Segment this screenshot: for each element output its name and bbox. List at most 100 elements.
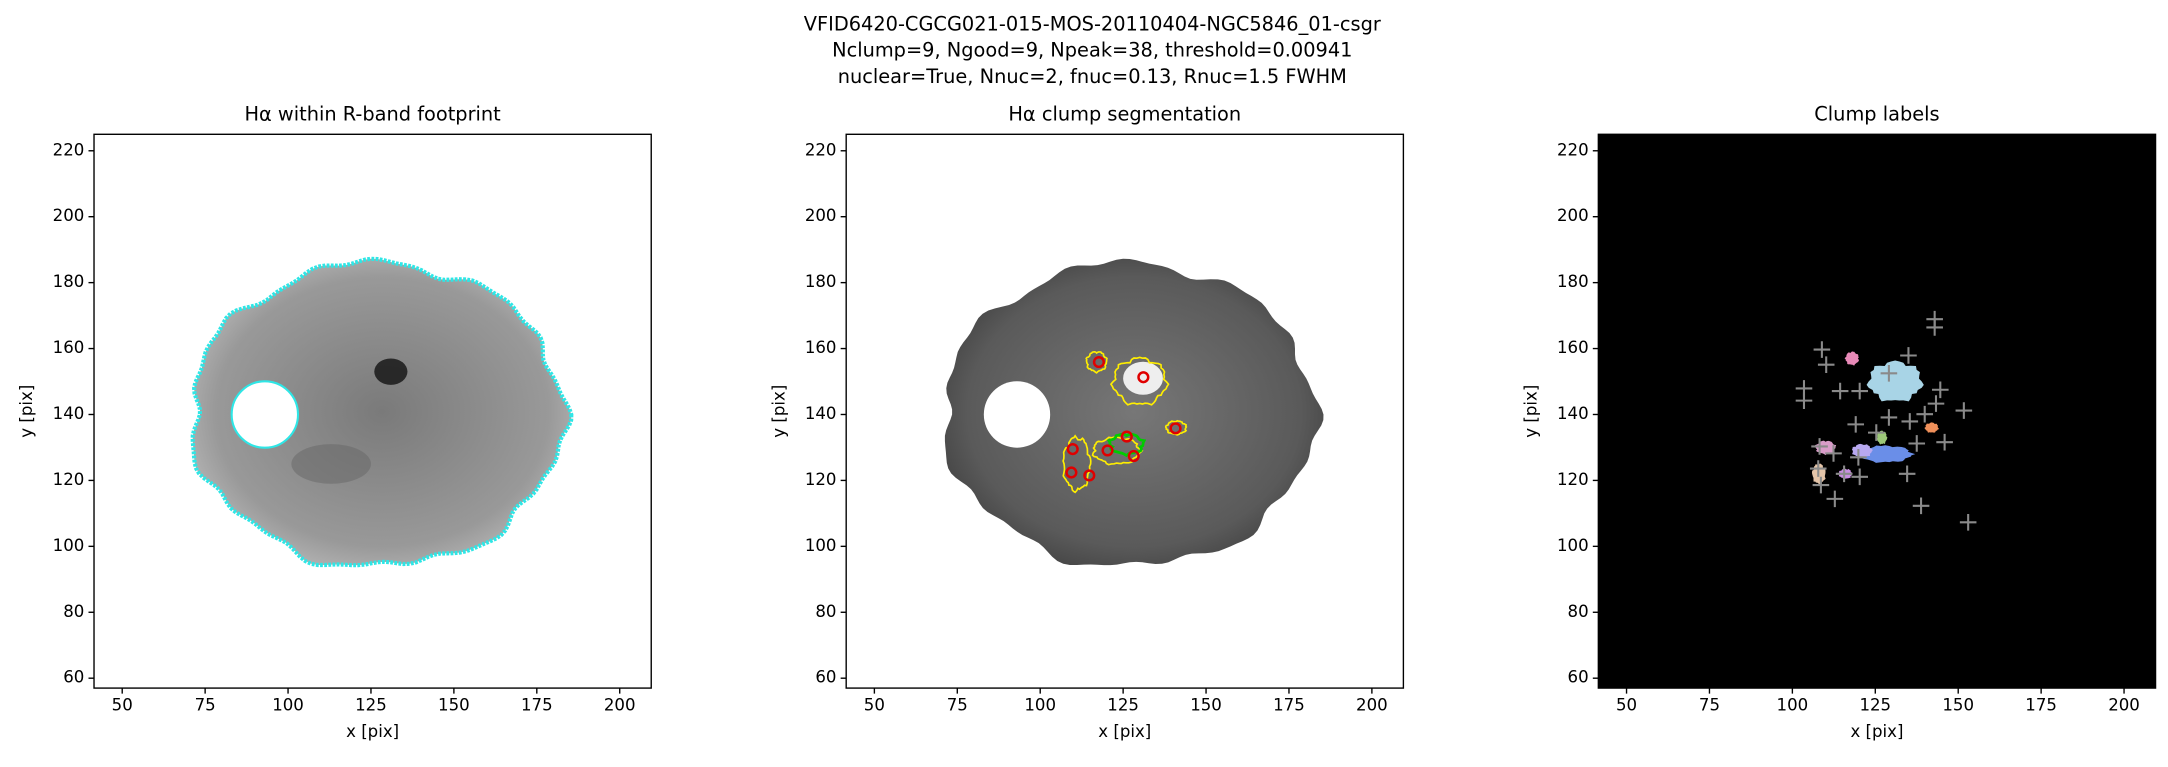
peak-marker: [1851, 468, 1869, 486]
x-tick-label: 150: [1190, 696, 1222, 715]
peak-marker: [1932, 381, 1949, 399]
y-tick-label: 120: [53, 470, 85, 489]
y-tick-label: 100: [805, 536, 837, 555]
peak-marker: [1826, 490, 1844, 508]
peak-marker: [1900, 347, 1917, 364]
dark-region: [291, 444, 371, 484]
y-axis-label: y [pix]: [17, 385, 36, 438]
y-tick-label: 100: [53, 536, 85, 555]
x-tick-label: 125: [1107, 696, 1139, 715]
peak-marker: [1927, 395, 1945, 412]
clump-peak: [1169, 422, 1182, 435]
y-tick-label: 160: [53, 338, 85, 357]
clump-region: [1866, 360, 1924, 402]
y-tick-label: 180: [53, 272, 85, 291]
peak-marker: [1880, 409, 1898, 426]
peak-marker: [1880, 364, 1898, 382]
x-tick-label: 200: [2108, 696, 2140, 715]
y-tick-label: 220: [805, 140, 837, 159]
clump-region: [1924, 422, 1939, 433]
x-tick-label: 125: [355, 696, 387, 715]
clump-peak: [1066, 443, 1079, 456]
y-tick-label: 200: [1557, 206, 1589, 225]
peak-marker: [1809, 460, 1827, 477]
peak-marker: [1817, 356, 1835, 374]
nucleus: [374, 358, 408, 385]
axes-frame: [845, 133, 1405, 689]
axes-title: Clump labels: [1814, 102, 1939, 125]
suptitle: nuclear=True, Nnuc=2, fnuc=0.13, Rnuc=1.…: [838, 65, 1347, 88]
y-tick-label: 140: [805, 404, 837, 423]
peak-marker: [1926, 319, 1943, 336]
x-axis-label: x [pix]: [1098, 722, 1151, 741]
y-tick-label: 140: [53, 404, 85, 423]
bright-core: [1123, 361, 1163, 395]
clump-region: [1844, 351, 1859, 366]
x-tick-label: 150: [438, 696, 470, 715]
peak-marker: [1955, 402, 1973, 419]
clump-peak: [1120, 430, 1133, 443]
y-tick-label: 220: [53, 140, 85, 159]
clump-peak: [1101, 444, 1114, 457]
x-tick-label: 175: [521, 696, 553, 715]
suptitle: VFID6420-CGCG021-015-MOS-20110404-NGC584…: [804, 12, 1381, 35]
x-tick-label: 200: [604, 696, 636, 715]
x-tick-label: 125: [1859, 696, 1891, 715]
clump-peak: [1065, 466, 1078, 479]
x-tick-label: 50: [112, 696, 133, 715]
contour: [1091, 435, 1144, 466]
x-tick-label: 75: [947, 696, 968, 715]
peak-marker: [1831, 382, 1849, 400]
peak-marker: [1916, 405, 1934, 423]
x-tick-label: 50: [864, 696, 885, 715]
y-tick-label: 200: [53, 206, 85, 225]
peak-marker: [1936, 433, 1953, 451]
axes-frame: [1597, 133, 2157, 689]
peak-marker: [1867, 424, 1885, 441]
x-tick-label: 75: [195, 696, 216, 715]
x-tick-label: 75: [1699, 696, 1720, 715]
peak-marker: [1908, 435, 1926, 452]
galaxy: [190, 256, 574, 568]
axes-title: Hα clump segmentation: [1008, 102, 1241, 125]
peak-marker: [1813, 341, 1831, 358]
peak-marker: [1812, 476, 1830, 494]
x-tick-label: 100: [1024, 696, 1056, 715]
x-tick-label: 50: [1616, 696, 1637, 715]
y-tick-label: 220: [1557, 140, 1589, 159]
peak-marker: [1898, 465, 1916, 483]
y-tick-label: 60: [1568, 668, 1589, 687]
peak-marker: [1850, 449, 1867, 466]
suptitle: Nclump=9, Ngood=9, Npeak=38, threshold=0…: [832, 39, 1352, 62]
clump-peak: [1083, 469, 1096, 482]
peak-marker: [1847, 416, 1865, 433]
y-axis-label: y [pix]: [1521, 385, 1540, 438]
image: [1598, 134, 2156, 689]
contour: [1109, 356, 1170, 406]
peak-marker: [1959, 513, 1977, 531]
y-tick-label: 100: [1557, 536, 1589, 555]
contour: [1085, 350, 1108, 374]
y-tick-label: 120: [805, 470, 837, 489]
contour: [1164, 419, 1188, 436]
axes-title: Hα within R-band footprint: [244, 102, 501, 125]
axes-frame: [93, 133, 652, 689]
y-tick-label: 200: [805, 206, 837, 225]
peak-marker: [1825, 445, 1842, 462]
image: [94, 134, 652, 689]
y-tick-label: 60: [63, 668, 84, 687]
x-tick-label: 200: [1356, 696, 1388, 715]
x-tick-label: 175: [1273, 696, 1305, 715]
x-tick-label: 150: [1942, 696, 1974, 715]
y-tick-label: 180: [1557, 272, 1589, 291]
mask-hole: [230, 380, 300, 449]
y-tick-label: 80: [1568, 602, 1589, 621]
peak-marker: [1795, 392, 1813, 409]
y-tick-label: 140: [1557, 404, 1589, 423]
x-axis-label: x [pix]: [1850, 722, 1903, 741]
clump-region: [1876, 430, 1888, 445]
y-axis-label: y [pix]: [769, 385, 788, 438]
clump-peak: [1127, 449, 1140, 463]
contour: [1062, 434, 1092, 494]
